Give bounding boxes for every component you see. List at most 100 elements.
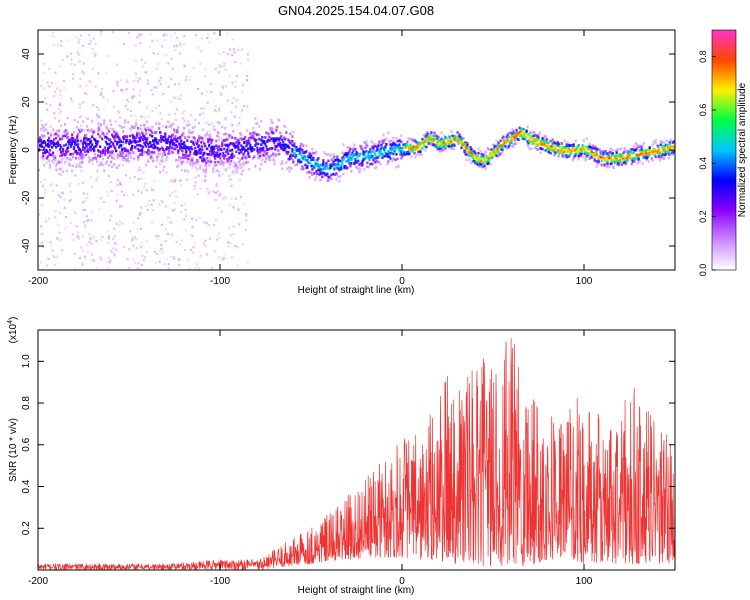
spectrogram-cell bbox=[285, 161, 288, 164]
spectrogram-cell bbox=[170, 126, 173, 129]
spectrogram-cell bbox=[635, 157, 638, 160]
spectrogram-cell bbox=[50, 139, 53, 143]
spectrogram-cell bbox=[155, 252, 159, 256]
spectrogram-cell bbox=[317, 157, 320, 160]
spectrogram-cell bbox=[78, 128, 81, 132]
spectrogram-cell bbox=[370, 156, 373, 159]
spectrogram-cell bbox=[106, 99, 110, 102]
spectrogram-cell bbox=[661, 153, 664, 156]
spectrogram-cell bbox=[400, 140, 403, 144]
spectrogram-cell bbox=[464, 141, 467, 145]
spectrogram-cell bbox=[115, 136, 118, 139]
spectrogram-cell bbox=[88, 156, 91, 159]
spectrogram-cell bbox=[52, 256, 56, 259]
spectrogram-cell bbox=[113, 130, 116, 134]
spectrogram-cell bbox=[180, 162, 183, 165]
spectrogram-cell bbox=[426, 131, 429, 135]
spectrogram-cell bbox=[537, 136, 540, 140]
spectrogram-cell bbox=[452, 136, 455, 140]
spectrogram-cell bbox=[235, 105, 238, 108]
spectrogram-cell bbox=[143, 182, 147, 186]
spectrogram-cell bbox=[228, 75, 231, 78]
spectrogram-cell bbox=[43, 124, 46, 127]
spectrogram-cell bbox=[439, 147, 442, 150]
spectrogram-cell bbox=[91, 135, 94, 138]
spectrogram-x-tick-label: 100 bbox=[576, 276, 593, 287]
spectrogram-cell bbox=[59, 89, 62, 92]
spectrogram-cell bbox=[67, 131, 70, 134]
spectrogram-cell bbox=[62, 150, 65, 153]
spectrogram-cell bbox=[218, 256, 221, 259]
spectrogram-cell bbox=[526, 143, 529, 147]
spectrogram-cell bbox=[125, 141, 128, 144]
spectrogram-cell bbox=[378, 140, 381, 144]
spectrogram-cell bbox=[440, 131, 443, 135]
spectrogram-cell bbox=[64, 123, 67, 126]
spectrogram-cell bbox=[125, 154, 128, 157]
spectrogram-cell bbox=[122, 193, 126, 197]
spectrogram-cell bbox=[110, 123, 113, 126]
spectrogram-cell bbox=[81, 201, 84, 204]
spectrogram-cell bbox=[177, 164, 180, 168]
spectrogram-cell bbox=[216, 134, 219, 138]
spectrogram-cell bbox=[94, 138, 97, 142]
spectrogram-cell bbox=[155, 68, 158, 71]
spectrogram-cell bbox=[78, 256, 81, 260]
spectrogram-cell bbox=[133, 95, 136, 98]
spectrogram-cell bbox=[251, 146, 254, 149]
spectrogram-cell bbox=[224, 154, 227, 157]
spectrogram-cell bbox=[161, 146, 164, 150]
spectrogram-cell bbox=[51, 249, 54, 252]
spectrogram-cell bbox=[72, 137, 75, 140]
colorbar-gradient bbox=[711, 29, 737, 271]
spectrogram-cell bbox=[528, 147, 531, 151]
spectrogram-cell bbox=[424, 149, 427, 152]
spectrogram-cell bbox=[629, 155, 632, 159]
spectrogram-cell bbox=[69, 190, 72, 193]
spectrogram-cell bbox=[601, 164, 604, 167]
spectrogram-cell bbox=[200, 141, 203, 144]
spectrogram-cell bbox=[500, 144, 503, 148]
spectrogram-cell bbox=[257, 153, 260, 157]
spectrogram-cell bbox=[124, 135, 127, 139]
spectrogram-cell bbox=[95, 179, 98, 182]
spectrogram-cell bbox=[159, 112, 162, 115]
spectrogram-cell bbox=[100, 258, 103, 262]
spectrogram-cell bbox=[124, 119, 127, 122]
spectrogram-cell bbox=[347, 158, 350, 162]
spectrogram-cell bbox=[190, 217, 194, 220]
spectrogram-cell bbox=[194, 33, 198, 37]
spectrogram-cell bbox=[54, 158, 57, 162]
spectrogram-cell bbox=[221, 141, 224, 144]
spectrogram-cell bbox=[249, 143, 252, 147]
spectrogram-cell bbox=[179, 135, 182, 139]
spectrogram-cell bbox=[88, 143, 91, 146]
spectrogram-cell bbox=[253, 155, 256, 158]
spectrogram-cell bbox=[242, 163, 245, 167]
spectrogram-cell bbox=[68, 143, 71, 146]
spectrogram-cell bbox=[300, 160, 303, 163]
spectrogram-cell bbox=[423, 143, 426, 147]
spectrogram-cell bbox=[188, 123, 191, 126]
spectrogram-cell bbox=[195, 218, 198, 221]
spectrogram-cell bbox=[71, 233, 74, 236]
spectrogram-cell bbox=[335, 178, 338, 181]
spectrogram-cell bbox=[58, 231, 61, 234]
spectrogram-cell bbox=[534, 134, 537, 137]
spectrogram-cell bbox=[239, 163, 242, 166]
spectrogram-cell bbox=[77, 41, 80, 44]
spectrogram-cell bbox=[314, 178, 317, 181]
spectrogram-cell bbox=[266, 152, 269, 155]
spectrogram-cell bbox=[42, 154, 45, 158]
spectrogram-cell bbox=[214, 218, 217, 221]
spectrogram-cell bbox=[121, 205, 124, 208]
spectrogram-cell bbox=[632, 158, 635, 162]
spectrogram-cell bbox=[352, 149, 355, 152]
spectrogram-cell bbox=[99, 197, 102, 200]
spectrogram-cell bbox=[192, 246, 195, 249]
spectrogram-cell bbox=[342, 158, 345, 161]
spectrogram-cell bbox=[394, 158, 397, 162]
spectrogram-cell bbox=[296, 163, 299, 167]
spectrogram-cell bbox=[556, 141, 559, 144]
